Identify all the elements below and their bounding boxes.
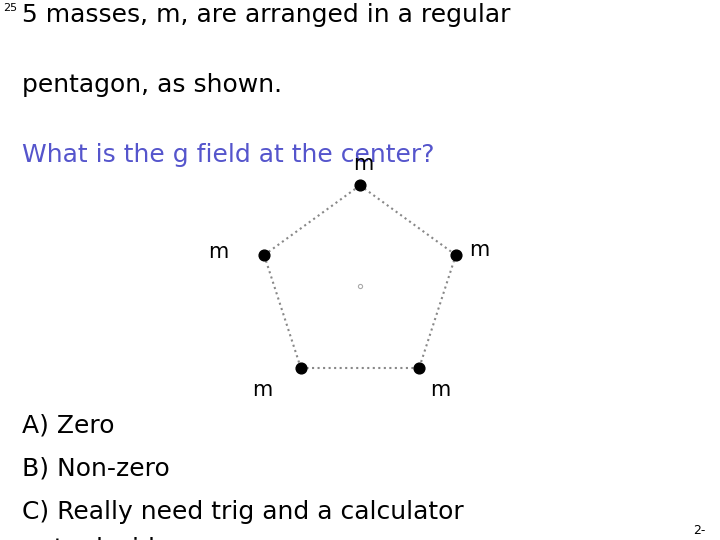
- Point: [295, 363, 307, 372]
- Point: [258, 251, 270, 259]
- Text: to decide: to decide: [22, 537, 170, 540]
- Text: m: m: [469, 240, 489, 260]
- Text: 2-: 2-: [693, 524, 706, 537]
- Text: m: m: [208, 242, 228, 262]
- Text: 25: 25: [4, 3, 18, 13]
- Text: B) Non-zero: B) Non-zero: [22, 456, 169, 480]
- Text: m: m: [354, 153, 374, 173]
- Point: [413, 363, 425, 372]
- Text: 5 masses, m, are arranged in a regular: 5 masses, m, are arranged in a regular: [22, 3, 510, 26]
- Point: [450, 251, 462, 259]
- Text: C) Really need trig and a calculator: C) Really need trig and a calculator: [22, 500, 464, 523]
- Text: pentagon, as shown.: pentagon, as shown.: [22, 73, 282, 97]
- Point: [354, 181, 366, 190]
- Text: A) Zero: A) Zero: [22, 413, 114, 437]
- Text: What is the g field at the center?: What is the g field at the center?: [22, 143, 434, 167]
- Text: m: m: [252, 380, 272, 400]
- Text: m: m: [430, 380, 450, 400]
